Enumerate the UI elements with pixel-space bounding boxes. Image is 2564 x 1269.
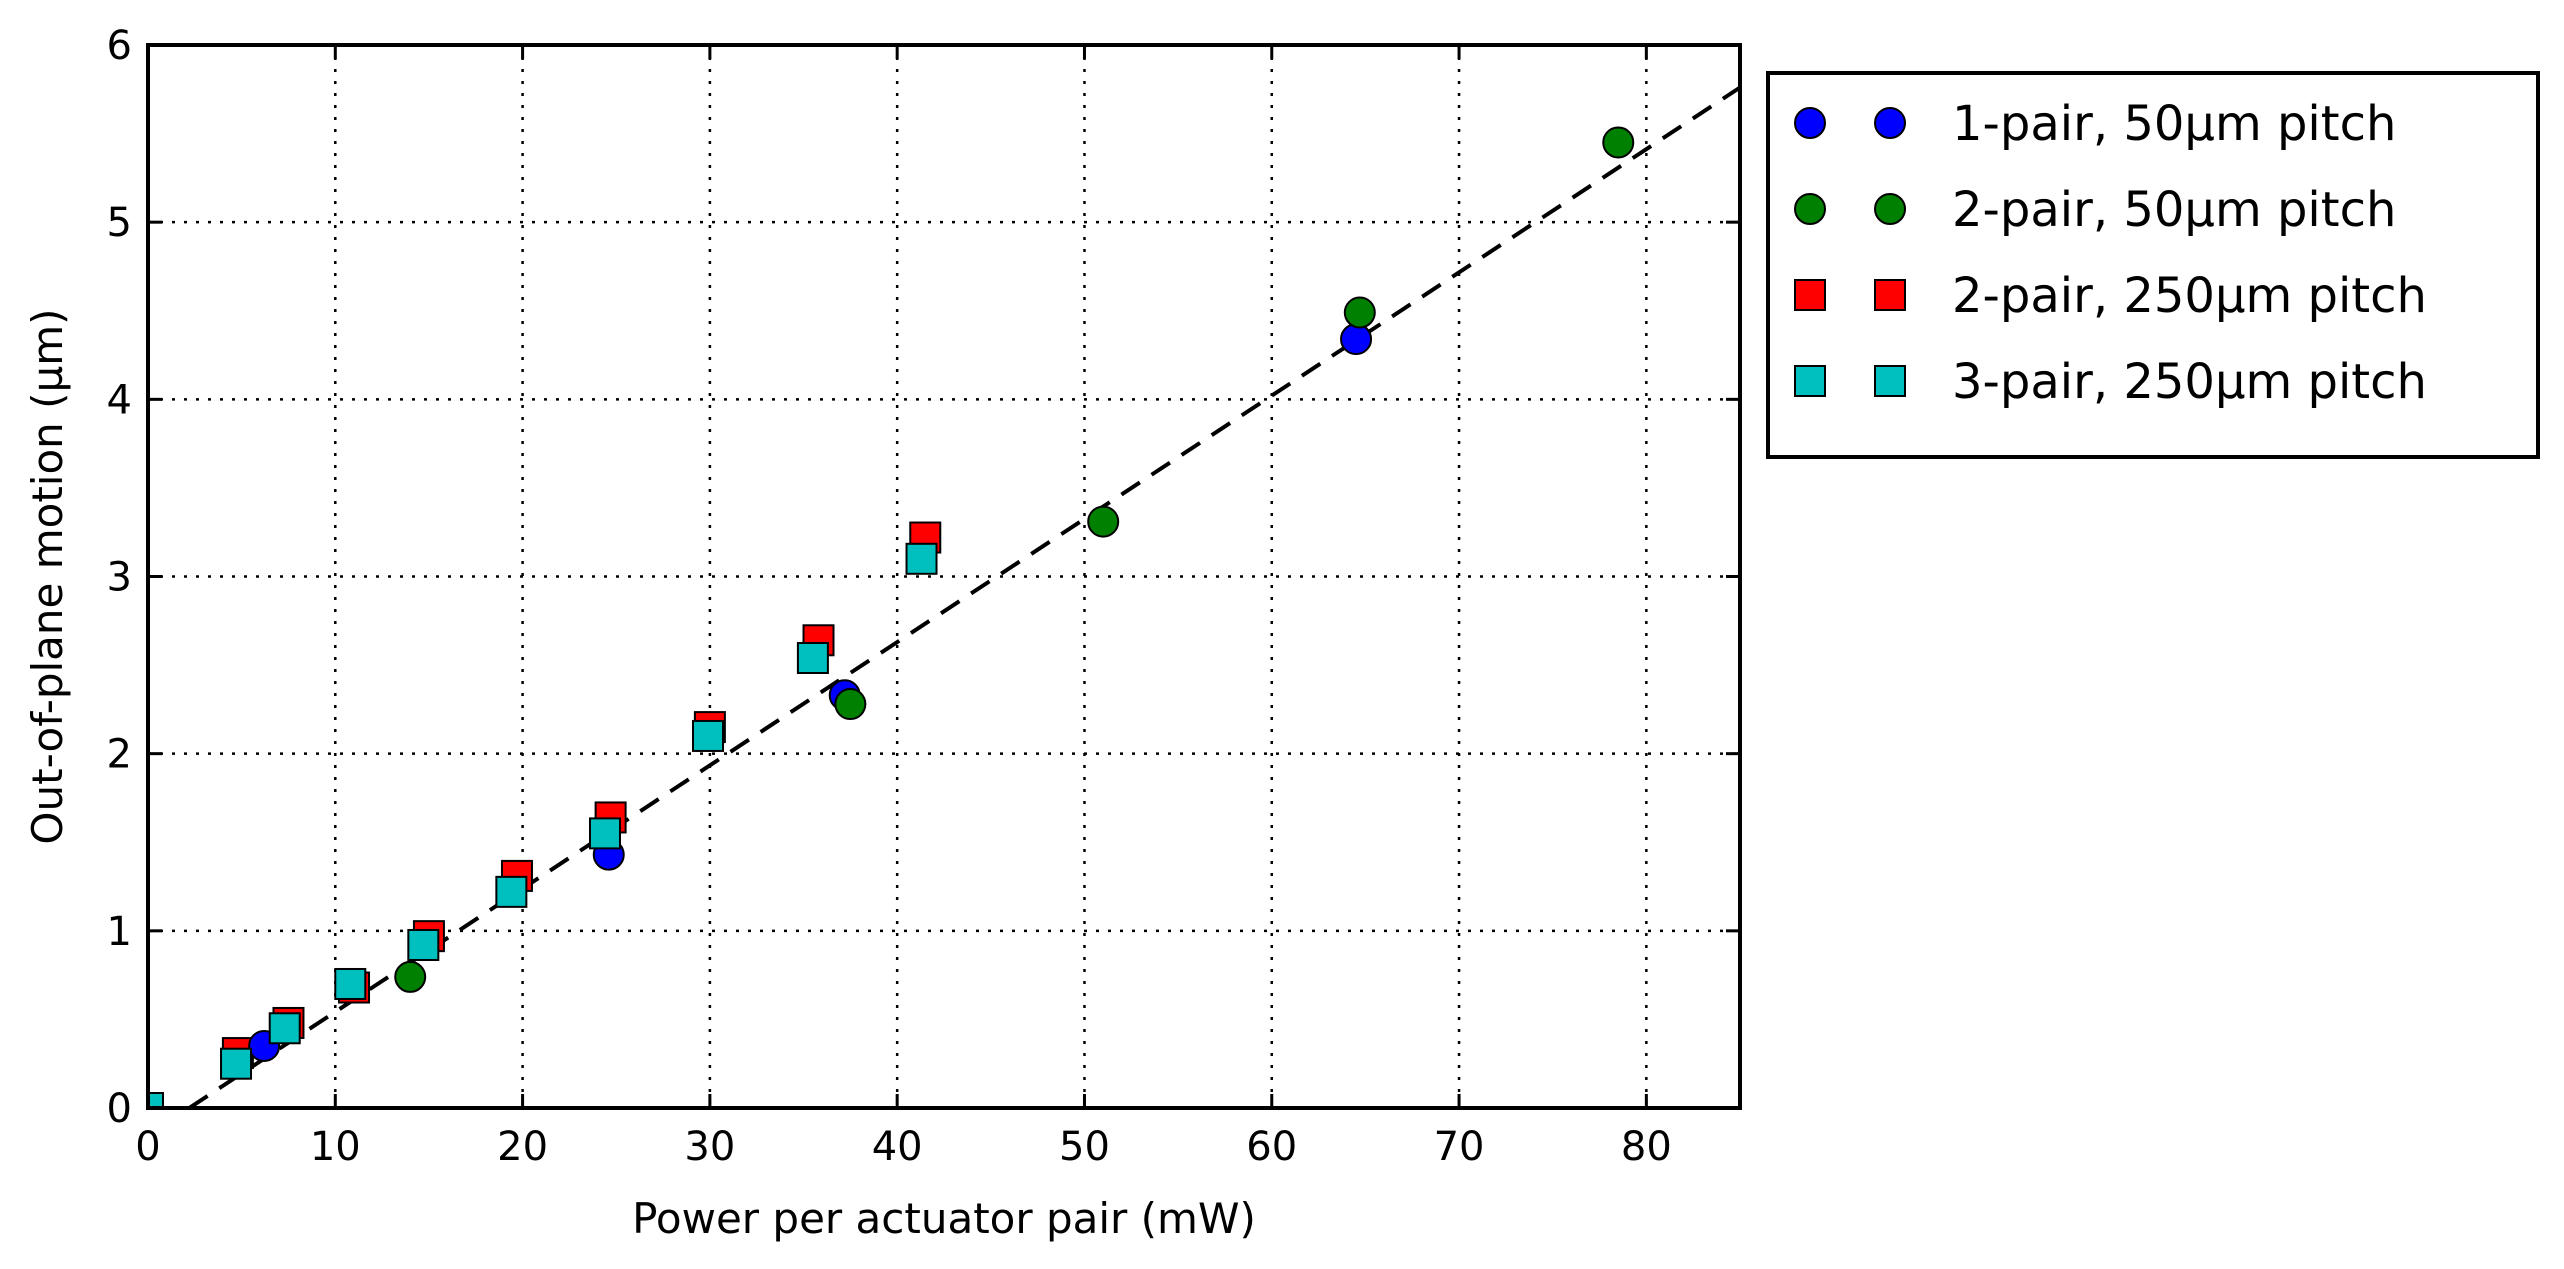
plot-frame <box>146 43 1742 1110</box>
data-point-circle <box>1343 296 1376 329</box>
x-tick-label: 60 <box>1246 1124 1297 1170</box>
x-axis-label: Power per actuator pair (mW) <box>632 1194 1256 1243</box>
x-tick-label: 0 <box>135 1124 160 1170</box>
grid-lines <box>148 45 1740 1108</box>
y-tick-label: 5 <box>107 200 132 246</box>
y-tick-label: 6 <box>107 23 132 69</box>
x-tick-label: 40 <box>872 1124 923 1170</box>
x-tick-label: 30 <box>684 1124 735 1170</box>
y-axis-label: Out-of-plane motion (µm) <box>23 308 72 844</box>
legend-marker-square <box>1874 365 1906 397</box>
y-tick-label: 0 <box>107 1086 132 1132</box>
legend-label: 3-pair, 250µm pitch <box>1952 354 2427 410</box>
data-point-square <box>148 1092 164 1108</box>
legend-label: 1-pair, 50µm pitch <box>1952 96 2396 152</box>
data-point-circle <box>1340 323 1373 356</box>
legend-marker-square <box>1794 365 1826 397</box>
data-point-square <box>692 719 725 752</box>
y-tick-label: 4 <box>107 377 132 423</box>
data-point-square <box>407 929 440 962</box>
y-tick-label: 2 <box>107 732 132 778</box>
legend-label: 2-pair, 250µm pitch <box>1952 268 2427 324</box>
data-point-circle <box>394 960 427 993</box>
data-point-square <box>220 1047 253 1080</box>
data-points <box>148 126 1635 1108</box>
x-tick-label: 80 <box>1621 1124 1672 1170</box>
data-point-circle <box>834 688 867 721</box>
legend-label: 2-pair, 50µm pitch <box>1952 182 2396 238</box>
legend-marker-square <box>1794 279 1826 311</box>
legend-marker-circle <box>1794 107 1826 139</box>
y-tick-label: 1 <box>107 909 132 955</box>
legend-marker-square <box>1874 279 1906 311</box>
data-point-square <box>796 641 829 674</box>
data-point-square <box>334 967 367 1000</box>
data-point-square <box>905 542 938 575</box>
fit-line-layer <box>188 85 1740 1108</box>
fit-line <box>188 85 1740 1108</box>
x-tick-label: 70 <box>1434 1124 1485 1170</box>
data-point-circle <box>1087 505 1120 538</box>
legend-marker-circle <box>1794 193 1826 225</box>
x-tick-label: 50 <box>1059 1124 1110 1170</box>
x-tick-label: 10 <box>310 1124 361 1170</box>
legend: 1-pair, 50µm pitch 2-pair, 50µm pitch 2-pa… <box>1766 71 2540 459</box>
legend-marker-circle <box>1874 107 1906 139</box>
data-point-square <box>495 875 528 908</box>
x-tick-label: 20 <box>497 1124 548 1170</box>
legend-marker-circle <box>1874 193 1906 225</box>
data-point-square <box>268 1012 301 1045</box>
data-point-circle <box>1602 126 1635 159</box>
data-point-square <box>588 817 621 850</box>
axis-ticks: 0 10 20 30 40 50 60 70 80 0 1 2 3 4 5 6 <box>107 23 1740 1170</box>
y-tick-label: 3 <box>107 555 132 601</box>
